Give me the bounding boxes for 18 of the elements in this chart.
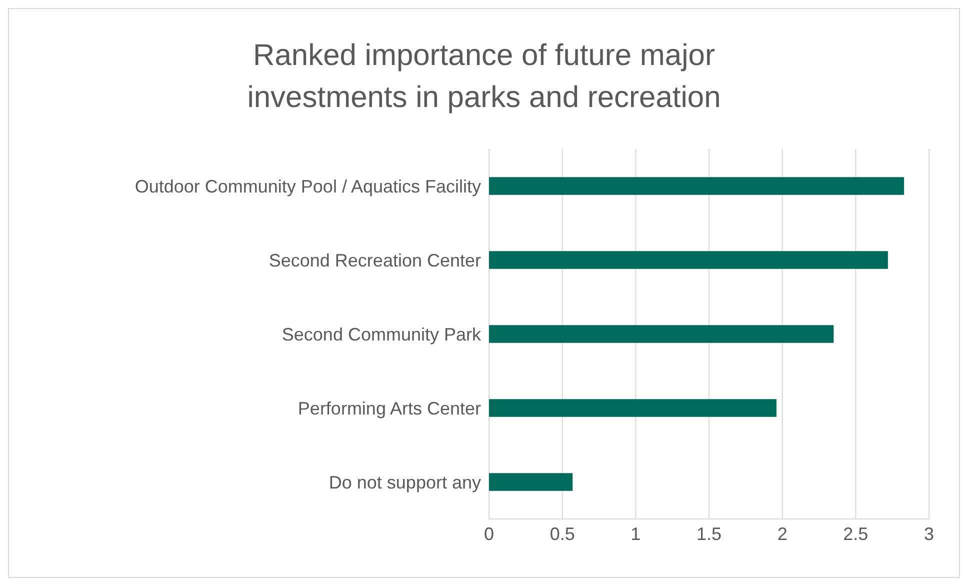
x-tick-label: 3	[924, 524, 934, 544]
y-tick-label: Outdoor Community Pool / Aquatics Facility	[134, 176, 481, 196]
bar	[489, 325, 834, 343]
x-tick-label: 0	[484, 524, 494, 544]
y-tick-label: Second Recreation Center	[268, 250, 482, 270]
bar	[489, 399, 776, 417]
bar	[489, 177, 904, 195]
chart-title: Ranked importance of future major investments in parks and recreation	[246, 38, 722, 116]
x-tick-label: 2	[777, 524, 788, 544]
x-tick-label: 1	[630, 524, 641, 544]
x-tick-label: 1.5	[696, 524, 722, 544]
y-tick-label: Performing Arts Center	[298, 398, 481, 418]
x-tick-label: 0.5	[550, 524, 575, 544]
y-tick-label: Second Community Park	[282, 324, 482, 344]
y-tick-label: Do not support any	[328, 472, 481, 492]
bar	[489, 251, 888, 269]
bar	[489, 473, 573, 491]
x-tick-label: 2.5	[843, 524, 868, 544]
